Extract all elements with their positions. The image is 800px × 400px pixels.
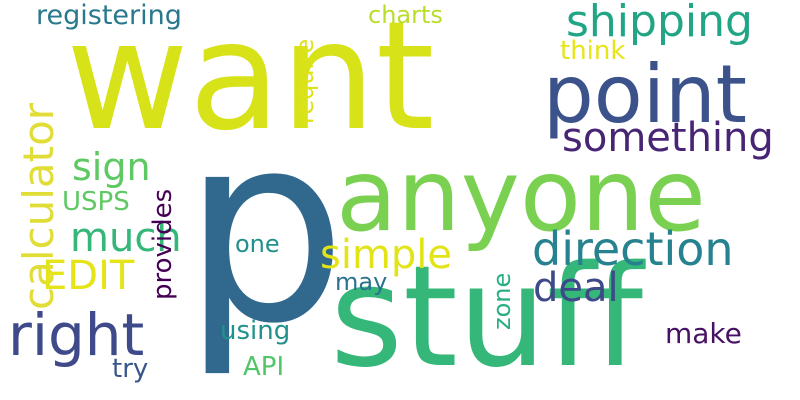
word-stuff: stuff bbox=[330, 236, 644, 399]
word-require: require bbox=[291, 38, 319, 124]
word-simple: simple bbox=[320, 232, 453, 278]
word-right: right bbox=[8, 301, 145, 369]
word-zone: zone bbox=[488, 272, 516, 330]
word-try: try bbox=[112, 354, 149, 384]
word-provides: provides bbox=[148, 188, 178, 300]
word-something: something bbox=[562, 115, 774, 161]
word-USPS: USPS bbox=[62, 187, 130, 217]
word-sign: sign bbox=[72, 145, 151, 189]
word-much: much bbox=[70, 215, 182, 261]
word-want: want bbox=[66, 0, 435, 164]
word-point: point bbox=[543, 48, 748, 141]
word-one: one bbox=[235, 230, 280, 258]
word-think: think bbox=[560, 36, 626, 66]
word-shipping: shipping bbox=[566, 0, 753, 47]
word-API: API bbox=[243, 352, 285, 382]
word-EDIT: EDIT bbox=[42, 253, 135, 299]
word-using: using bbox=[220, 316, 291, 346]
word-anyone: anyone bbox=[336, 137, 706, 254]
word-may: may bbox=[335, 268, 388, 296]
word-registering: registering bbox=[36, 0, 182, 31]
word-charts: charts bbox=[368, 1, 443, 29]
word-p: p bbox=[182, 79, 348, 381]
word-direction: direction bbox=[532, 222, 734, 276]
word-make: make bbox=[665, 317, 742, 350]
word-deal: deal bbox=[533, 265, 619, 311]
